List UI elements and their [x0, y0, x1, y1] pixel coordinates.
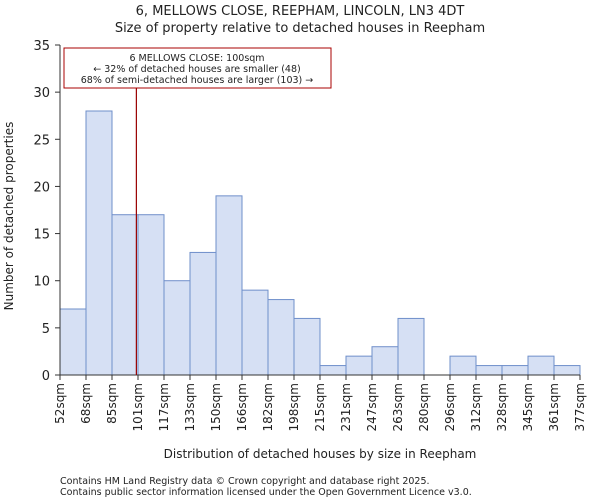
- footer-line-2: Contains public sector information licen…: [60, 487, 472, 498]
- chart-title: 6, MELLOWS CLOSE, REEPHAM, LINCOLN, LN3 …: [136, 4, 465, 19]
- y-tick-label: 15: [33, 228, 50, 243]
- bar-101sqm: [137, 214, 165, 376]
- y-tick-label: 25: [33, 133, 50, 148]
- bar-166sqm: [241, 289, 269, 376]
- x-tick-label-182sqm: 182sqm: [261, 383, 275, 431]
- x-tick-label-377sqm: 377sqm: [573, 383, 587, 431]
- x-tick-label-85sqm: 85sqm: [105, 383, 119, 424]
- y-axis-label: Number of detached properties: [2, 122, 16, 311]
- y-tick-label: 35: [33, 39, 50, 54]
- bar-231sqm: [345, 355, 373, 376]
- bar-198sqm: [293, 317, 321, 376]
- y-axis: 0 5 10 15 20 25 30 35: [33, 39, 61, 384]
- x-tick-label-52sqm: 52sqm: [53, 383, 67, 424]
- x-tick-label-68sqm: 68sqm: [79, 383, 93, 424]
- x-tick-label-263sqm: 263sqm: [391, 383, 405, 431]
- bar-85sqm: [111, 214, 139, 376]
- bar-247sqm: [371, 346, 399, 376]
- y-tick-label: 5: [42, 322, 50, 337]
- annotation-line-2: ← 32% of detached houses are smaller (48…: [93, 64, 300, 75]
- x-tick-label-101sqm: 101sqm: [131, 383, 145, 431]
- bar-215sqm: [319, 365, 347, 376]
- x-axis: 52sqm 68sqm 85sqm 101sqm 117sqm 133sqm 150sqm 1…: [53, 374, 587, 431]
- footer-line-1: Contains HM Land Registry data © Crown c…: [60, 476, 430, 487]
- x-tick-label-215sqm: 215sqm: [313, 383, 327, 431]
- y-tick-label: 0: [42, 369, 50, 384]
- x-tick-label-296sqm: 296sqm: [443, 383, 457, 431]
- annotation-box: 6 MELLOWS CLOSE: 100sqm ← 32% of detache…: [63, 47, 332, 89]
- bar-312sqm: [475, 365, 503, 376]
- bar-361sqm: [553, 365, 581, 376]
- x-tick-label-280sqm: 280sqm: [417, 383, 431, 431]
- y-tick-label: 30: [33, 86, 50, 101]
- bar-52sqm: [59, 308, 87, 376]
- bar-150sqm: [215, 195, 243, 376]
- annotation-line-1: 6 MELLOWS CLOSE: 100sqm: [129, 53, 264, 64]
- bar-68sqm: [85, 110, 113, 376]
- x-tick-label-345sqm: 345sqm: [521, 383, 535, 431]
- bar-345sqm: [527, 355, 555, 376]
- annotation-frame: [63, 47, 332, 89]
- bar-296sqm: [449, 355, 477, 376]
- x-tick-label-361sqm: 361sqm: [547, 383, 561, 431]
- y-tick-label: 10: [33, 275, 50, 290]
- bar-328sqm: [501, 365, 529, 376]
- annotation-line-3: 68% of semi-detached houses are larger (…: [81, 75, 314, 86]
- chart-subtitle: Size of property relative to detached ho…: [115, 21, 485, 36]
- x-tick-label-150sqm: 150sqm: [209, 383, 223, 431]
- bars-group: [59, 110, 581, 376]
- x-tick-label-328sqm: 328sqm: [495, 383, 509, 431]
- x-axis-label: Distribution of detached houses by size …: [164, 447, 477, 461]
- bar-117sqm: [163, 280, 191, 376]
- x-tick-label-198sqm: 198sqm: [287, 383, 301, 431]
- x-tick-label-247sqm: 247sqm: [365, 383, 379, 431]
- x-tick-label-231sqm: 231sqm: [339, 383, 353, 431]
- bar-182sqm: [267, 299, 295, 376]
- x-tick-label-133sqm: 133sqm: [183, 383, 197, 431]
- x-tick-label-312sqm: 312sqm: [469, 383, 483, 431]
- bar-133sqm: [189, 251, 217, 376]
- bar-263sqm: [397, 317, 425, 376]
- x-tick-label-117sqm: 117sqm: [157, 383, 171, 431]
- x-tick-label-166sqm: 166sqm: [235, 383, 249, 431]
- y-tick-label: 20: [33, 180, 50, 195]
